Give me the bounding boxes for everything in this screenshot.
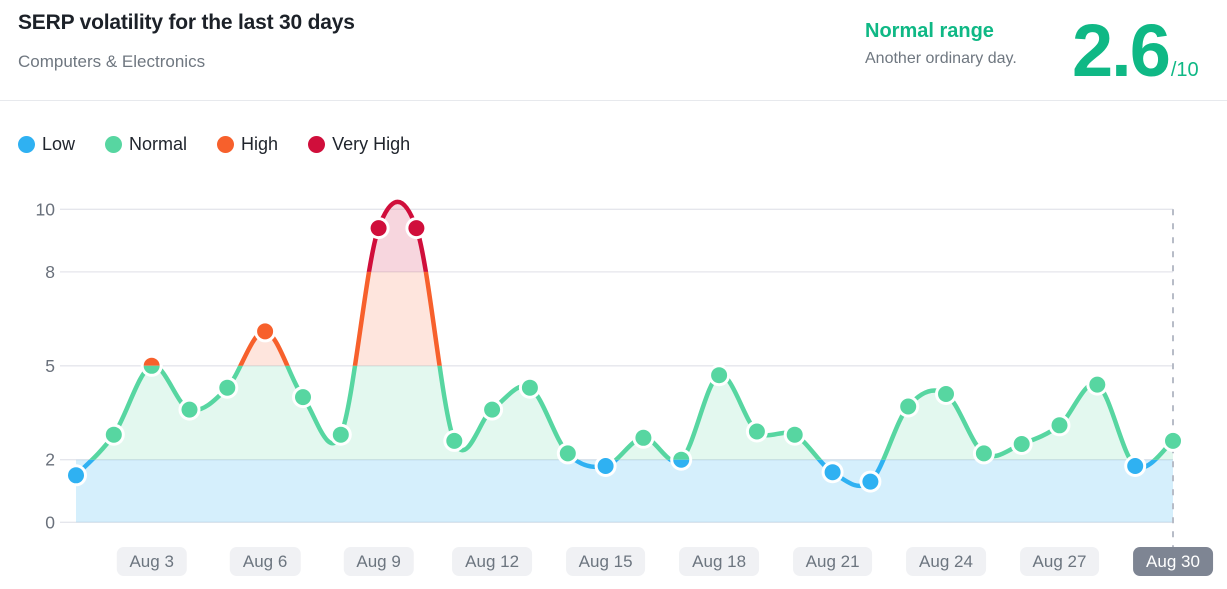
- status-block: Normal range Another ordinary day.: [865, 20, 1017, 68]
- status-caption: Another ordinary day.: [865, 50, 1017, 67]
- data-point[interactable]: [673, 451, 690, 460]
- legend-item-very-high: Very High: [308, 134, 410, 155]
- data-point[interactable]: [862, 473, 879, 490]
- data-point[interactable]: [786, 426, 803, 443]
- y-axis-tick: 0: [45, 512, 55, 532]
- legend-label-high: High: [241, 134, 279, 154]
- data-point[interactable]: [748, 423, 765, 440]
- legend-label-normal: Normal: [129, 134, 188, 154]
- data-point[interactable]: [673, 459, 690, 468]
- legend-label-very-high: Very High: [332, 134, 411, 154]
- high-dot-icon: [217, 136, 235, 153]
- data-point[interactable]: [68, 467, 84, 484]
- data-point[interactable]: [446, 432, 463, 449]
- very-high-dot-icon: [308, 136, 326, 153]
- score-block: 2.6 /10: [1072, 14, 1199, 88]
- x-axis-label-aug-27: Aug 27: [1019, 547, 1100, 576]
- data-point[interactable]: [711, 367, 728, 384]
- data-point[interactable]: [597, 458, 614, 474]
- legend-item-low: Low: [18, 134, 75, 155]
- x-axis-label-aug-12: Aug 12: [452, 547, 533, 576]
- data-point[interactable]: [1089, 376, 1106, 393]
- page-title: SERP volatility for the last 30 days: [18, 11, 355, 34]
- volatility-score: 2.6: [1072, 9, 1171, 92]
- data-point[interactable]: [408, 220, 425, 237]
- data-point[interactable]: [257, 323, 274, 340]
- x-axis-label-aug-30: Aug 30: [1133, 547, 1213, 576]
- data-point[interactable]: [635, 429, 652, 446]
- data-point[interactable]: [824, 464, 841, 481]
- data-point[interactable]: [295, 389, 311, 406]
- data-point[interactable]: [105, 426, 122, 443]
- x-axis-label-aug-15: Aug 15: [565, 547, 646, 576]
- data-point[interactable]: [1051, 417, 1068, 434]
- x-axis-label-aug-6: Aug 6: [229, 547, 301, 576]
- x-axis-label-aug-3: Aug 3: [116, 547, 187, 576]
- data-point[interactable]: [938, 386, 954, 402]
- data-point[interactable]: [559, 445, 576, 462]
- low-band-fill: [76, 459, 1173, 523]
- data-point[interactable]: [181, 401, 198, 418]
- volatility-chart: 0 2 5 8 10: [36, 199, 1184, 564]
- y-axis-tick: 8: [45, 262, 55, 282]
- normal-dot-icon: [105, 136, 123, 153]
- y-axis-tick: 2: [45, 450, 55, 470]
- data-point[interactable]: [900, 398, 917, 415]
- legend-label-low: Low: [42, 134, 76, 154]
- data-point[interactable]: [975, 445, 992, 462]
- legend-item-high: High: [217, 134, 278, 155]
- legend-item-normal: Normal: [105, 134, 187, 155]
- x-axis-label-aug-21: Aug 21: [792, 547, 873, 576]
- data-point[interactable]: [484, 401, 501, 418]
- data-point[interactable]: [1127, 458, 1144, 474]
- x-axis-label-aug-24: Aug 24: [906, 547, 986, 576]
- data-point[interactable]: [1013, 436, 1030, 452]
- chart-legend: Low Normal High Very High: [18, 134, 410, 155]
- data-point[interactable]: [219, 379, 236, 396]
- data-point[interactable]: [521, 379, 538, 396]
- y-axis-tick: 10: [36, 199, 56, 219]
- data-point[interactable]: [370, 220, 387, 237]
- data-point[interactable]: [143, 357, 160, 366]
- x-axis-label-aug-9: Aug 9: [343, 547, 414, 576]
- y-axis-tick: 5: [45, 356, 55, 376]
- data-point[interactable]: [332, 426, 349, 443]
- low-dot-icon: [18, 136, 35, 153]
- data-point[interactable]: [143, 365, 160, 374]
- x-axis-label-aug-18: Aug 18: [679, 547, 760, 576]
- score-denominator: /10: [1170, 59, 1199, 81]
- data-point[interactable]: [1165, 432, 1181, 449]
- header-divider: [0, 100, 1227, 101]
- status-label: Normal range: [865, 20, 994, 42]
- category-subtitle: Computers & Electronics: [18, 52, 206, 71]
